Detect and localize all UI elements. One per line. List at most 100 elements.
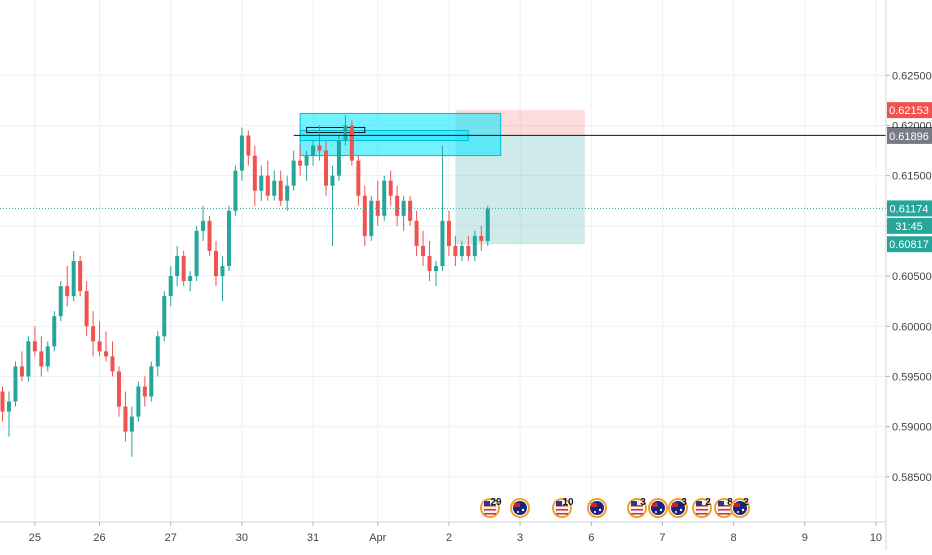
candle-body xyxy=(91,326,96,342)
price-label-box xyxy=(887,127,932,144)
event-badge[interactable]: 3 xyxy=(668,497,688,518)
candle-body xyxy=(440,220,445,267)
candle-body xyxy=(149,366,154,397)
x-tick-label: 27 xyxy=(165,532,177,544)
event-badge[interactable] xyxy=(587,498,607,518)
event-badge[interactable]: 3 xyxy=(627,497,647,518)
x-tick-label: 25 xyxy=(29,532,41,544)
candle-body xyxy=(97,341,102,352)
candle-body xyxy=(65,286,70,297)
economic-events[interactable]: 29 10 3 3 2 8 2 xyxy=(480,497,750,518)
event-badge[interactable]: 10 xyxy=(552,497,574,518)
x-axis-ticks[interactable]: 25 26 27 30 31 Apr 2 3 6 7 8 9 10 xyxy=(29,522,882,544)
candle-body xyxy=(71,261,76,297)
candle-body xyxy=(317,145,322,151)
candle-body xyxy=(168,276,173,297)
candle-body xyxy=(39,351,44,367)
candle-body xyxy=(421,245,426,256)
candle-body xyxy=(433,266,438,272)
x-tick-label: 10 xyxy=(870,532,882,544)
candle-body xyxy=(0,391,5,412)
x-tick-label: 7 xyxy=(659,532,665,544)
candle-body xyxy=(453,245,458,256)
event-badge[interactable] xyxy=(510,498,530,518)
candle-body xyxy=(459,245,464,256)
candle-body xyxy=(427,255,432,272)
flag-canton xyxy=(631,501,637,506)
candle-body xyxy=(239,135,244,171)
flag-stripe xyxy=(718,509,730,511)
flag-stripe xyxy=(484,513,496,515)
flag-star xyxy=(598,508,602,512)
y-tick-label: 0.60500 xyxy=(892,271,932,283)
candle-body xyxy=(382,180,387,216)
candle-body xyxy=(194,230,199,277)
candle-body xyxy=(207,220,212,251)
flag-star xyxy=(659,508,663,512)
price-label-text: 0.61174 xyxy=(890,203,929,215)
candle-body xyxy=(324,150,328,186)
flag-canton xyxy=(484,501,490,506)
candle-body xyxy=(32,341,37,352)
event-count: 10 xyxy=(562,497,574,508)
y-tick-label: 0.59000 xyxy=(892,422,932,434)
price-label-box xyxy=(887,200,932,217)
price-label-text: 0.62153 xyxy=(889,105,929,117)
lines-layer xyxy=(0,134,886,209)
flag-canton xyxy=(591,503,597,507)
candle-body xyxy=(45,346,50,367)
flag-star xyxy=(594,511,596,513)
candle-body xyxy=(259,175,264,191)
candle-body xyxy=(214,250,219,277)
candle-body xyxy=(226,210,231,267)
event-count: 3 xyxy=(681,497,687,508)
event-badge[interactable]: 29 xyxy=(480,497,502,518)
x-tick-label: 3 xyxy=(517,532,523,544)
flag-stripe xyxy=(484,509,496,511)
candle-body xyxy=(479,235,484,241)
event-badge[interactable]: 2 xyxy=(692,497,712,518)
x-tick-label: 26 xyxy=(93,532,105,544)
y-tick-label: 0.60000 xyxy=(892,321,932,333)
candle-body xyxy=(188,276,193,282)
x-tick-label: 6 xyxy=(588,532,594,544)
event-count: 8 xyxy=(727,497,733,508)
y-tick-label: 0.58500 xyxy=(892,472,932,484)
candle-body xyxy=(466,245,471,256)
grid-lines xyxy=(0,0,886,522)
supply-zone[interactable] xyxy=(299,112,502,157)
candle-body xyxy=(362,195,367,236)
y-axis-ticks[interactable]: 0.625000.620000.615000.610000.605000.600… xyxy=(886,70,932,484)
candle-body xyxy=(304,155,309,166)
flag-star xyxy=(737,511,739,513)
flag-stripe xyxy=(631,509,643,511)
flag-star xyxy=(517,511,519,513)
event-count: 2 xyxy=(705,497,711,508)
candle-body xyxy=(369,200,374,236)
flag-stripe xyxy=(718,513,730,515)
x-tick-label: 9 xyxy=(802,532,808,544)
event-badge[interactable]: 2 xyxy=(730,497,750,518)
candle-body xyxy=(175,255,180,277)
event-badge[interactable] xyxy=(648,498,668,518)
candle-body xyxy=(220,266,225,277)
price-label-text: 0.60817 xyxy=(889,239,929,251)
marked-range-box[interactable] xyxy=(306,126,366,134)
flag-star xyxy=(655,511,657,513)
candle-body xyxy=(272,180,277,196)
x-tick-label: 2 xyxy=(446,532,452,544)
candle-body xyxy=(116,371,121,407)
candle-body xyxy=(265,175,270,196)
candle-body xyxy=(356,160,361,196)
price-label-box xyxy=(887,236,932,253)
candle-body xyxy=(162,296,167,337)
flag-star xyxy=(675,511,677,513)
candle-body xyxy=(408,200,413,221)
candle-body xyxy=(233,170,238,211)
event-count: 29 xyxy=(490,497,502,508)
candle-body xyxy=(155,336,160,367)
candle-body xyxy=(123,406,128,432)
